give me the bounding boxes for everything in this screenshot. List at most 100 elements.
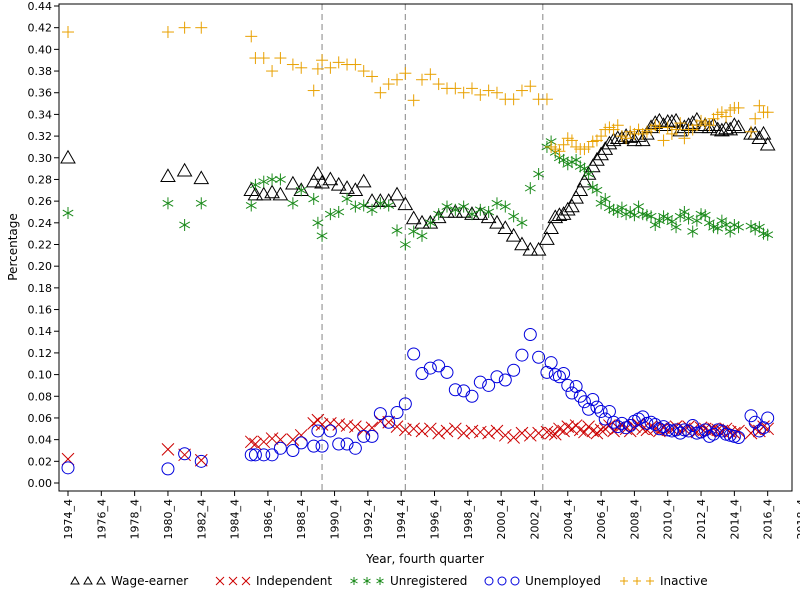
data-point (586, 393, 600, 407)
data-point (340, 437, 354, 451)
data-point (666, 215, 678, 228)
data-point (178, 447, 192, 461)
data-point (447, 203, 464, 218)
x-tick-label: 1974_4 (62, 499, 75, 540)
x-tick-label: 1988_4 (295, 499, 308, 540)
data-point (539, 231, 555, 245)
data-point (673, 426, 687, 440)
data-point (641, 209, 653, 222)
data-point (355, 173, 372, 188)
data-point (274, 52, 287, 65)
data-point (540, 93, 553, 106)
y-axis-title: Percentage (6, 213, 20, 281)
y-tick-label: 0.10 (28, 369, 53, 382)
data-point (697, 117, 714, 131)
data-marks (60, 21, 776, 476)
y-tick-label: 0.04 (28, 434, 53, 447)
data-point (695, 208, 707, 221)
data-point (516, 216, 528, 229)
data-point (522, 241, 539, 256)
data-point (482, 426, 495, 440)
data-point (762, 228, 774, 241)
data-point (701, 119, 718, 134)
y-tick-label: 0.16 (28, 304, 53, 317)
data-point (449, 203, 461, 216)
legend-label: Unemployed (525, 574, 601, 588)
data-point (315, 439, 329, 453)
data-point (312, 216, 324, 229)
data-point (601, 135, 618, 150)
data-point (382, 415, 396, 429)
y-tick-label: 0.06 (28, 412, 53, 425)
data-point (61, 461, 75, 475)
data-point (397, 196, 414, 211)
data-point (603, 419, 616, 432)
x-tick-label: 2016_4 (762, 499, 775, 540)
data-point (287, 197, 299, 210)
data-point (357, 65, 370, 78)
legend-marker (646, 577, 654, 585)
data-point (532, 426, 545, 440)
data-point (653, 214, 665, 227)
data-point (558, 153, 570, 166)
x-tick-label: 2004_4 (562, 499, 575, 540)
data-point (489, 214, 505, 229)
data-point (424, 68, 437, 81)
data-point (587, 181, 599, 194)
data-point (398, 397, 412, 411)
y-tick-label: 0.08 (28, 390, 53, 403)
data-point (373, 407, 387, 421)
data-point (324, 417, 337, 430)
data-point (248, 448, 262, 462)
data-point (611, 119, 624, 132)
data-point (415, 424, 429, 438)
y-tick-label: 0.44 (28, 0, 53, 13)
data-point (347, 182, 364, 197)
data-point (374, 197, 386, 210)
data-point (408, 225, 420, 238)
data-point (561, 420, 575, 433)
legend-label: Independent (256, 574, 332, 588)
data-point (759, 136, 776, 151)
data-point (390, 406, 404, 420)
data-point (553, 422, 566, 436)
data-point (441, 200, 453, 213)
data-point (294, 436, 308, 450)
legend-marker (484, 576, 494, 586)
legend-label: Unregistered (390, 574, 467, 588)
y-tick-label: 0.38 (28, 65, 53, 78)
data-point (687, 225, 699, 238)
data-point (599, 192, 611, 205)
data-point (383, 199, 395, 212)
data-point (683, 212, 695, 225)
data-point (628, 420, 641, 433)
data-point (744, 409, 758, 423)
data-point (162, 197, 174, 210)
x-axis-title: Year, fourth quarter (365, 552, 484, 566)
data-point (295, 184, 307, 197)
data-point (440, 424, 454, 438)
data-point (559, 201, 576, 216)
data-point (730, 119, 747, 134)
data-point (623, 419, 637, 433)
data-point (62, 26, 74, 39)
data-point (524, 182, 536, 195)
data-point (194, 454, 208, 468)
data-point (530, 241, 547, 256)
legend-item: Wage-earner (70, 574, 188, 588)
data-point (491, 197, 503, 210)
data-point (62, 207, 74, 220)
data-point (732, 424, 745, 438)
data-point (390, 420, 404, 433)
x-tick-label: 1982_4 (195, 499, 208, 540)
data-point (565, 386, 579, 400)
data-point (620, 132, 633, 145)
x-tick-label: 2012_4 (695, 499, 708, 540)
data-point (382, 78, 395, 91)
data-point (753, 99, 766, 112)
data-point (591, 184, 603, 197)
x-tick-label: 1986_4 (262, 499, 275, 540)
data-point (295, 61, 308, 74)
data-point (322, 171, 339, 186)
